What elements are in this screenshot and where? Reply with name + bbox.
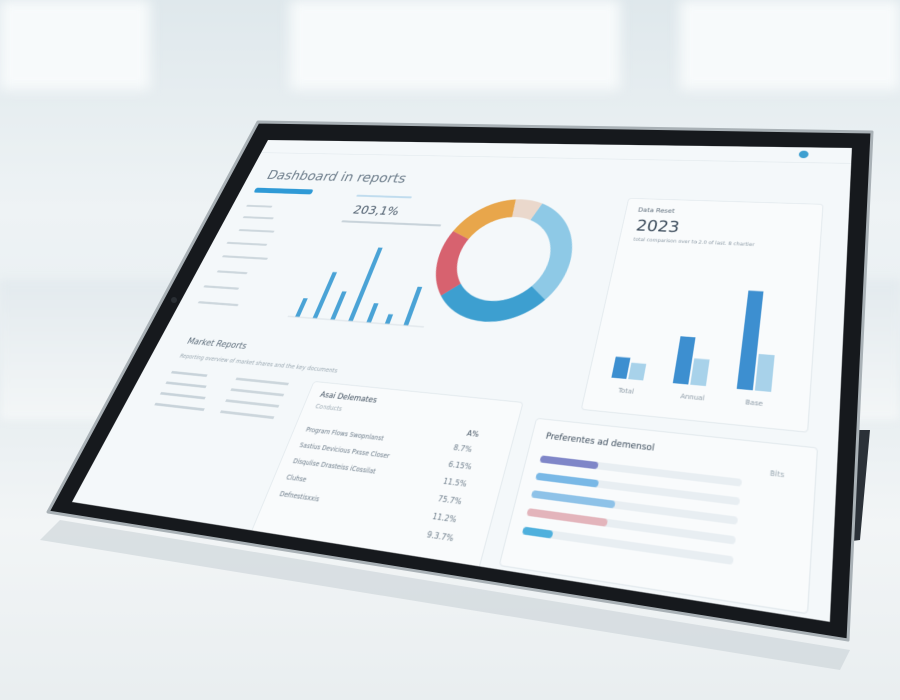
sidebar-item (221, 255, 269, 260)
right-bar (611, 356, 631, 379)
donut-segment (513, 212, 573, 294)
left-bar (295, 298, 308, 318)
market-row-value (225, 399, 280, 408)
background-window (0, 0, 150, 90)
right-bar (628, 362, 647, 381)
donut-segment (513, 208, 537, 212)
left-bar (330, 291, 347, 320)
left-bar (312, 271, 338, 319)
sidebar-item (242, 216, 274, 220)
market-row (154, 402, 205, 412)
sidebar-item (238, 229, 275, 233)
table-column-header: A% (465, 428, 480, 439)
sidebar-item (216, 270, 248, 275)
kpi-right-value: 2023 (634, 216, 681, 236)
tablet-screen: Dashboard in reports 203,1% Data Reset 2… (71, 140, 852, 622)
tablet-shadow (40, 520, 850, 670)
right-bar-chart: Total Annual Base (611, 290, 775, 408)
left-axis (288, 316, 424, 327)
sidebar-item (226, 241, 268, 246)
camera-icon (171, 297, 177, 303)
donut-segment (461, 207, 514, 237)
market-row-value (235, 377, 289, 386)
left-bar (384, 314, 394, 325)
sidebar-item (203, 285, 240, 290)
background-window (290, 0, 620, 90)
background-window (680, 0, 900, 90)
right-bar-label: Base (745, 398, 764, 408)
donut-segment (437, 235, 469, 290)
market-row-value (219, 410, 275, 420)
right-bar-label: Annual (680, 392, 705, 402)
market-row (165, 381, 207, 389)
left-bar (348, 247, 383, 322)
donut-chart (410, 193, 593, 333)
right-bar (754, 353, 775, 392)
right-bar-label: Total (616, 386, 634, 395)
sidebar-item (197, 301, 239, 307)
kpi-caption (341, 220, 442, 227)
kpi-right-label: Data Reset (637, 206, 676, 215)
market-row (159, 391, 206, 400)
performance-tag: Bits (769, 469, 785, 480)
active-nav-item[interactable] (253, 187, 314, 195)
market-title: Market Reports (185, 335, 250, 352)
kpi-left-value: 203,1% (350, 203, 402, 219)
page-title: Dashboard in reports (264, 167, 410, 186)
market-row-value (230, 388, 285, 397)
market-row (170, 370, 208, 377)
kpi-label (356, 194, 413, 199)
left-bar (366, 303, 379, 323)
right-bar (690, 358, 710, 387)
donut-segment (444, 287, 538, 314)
market-text: Reporting overview of market shares and … (178, 352, 339, 375)
sidebar-item (246, 204, 273, 208)
